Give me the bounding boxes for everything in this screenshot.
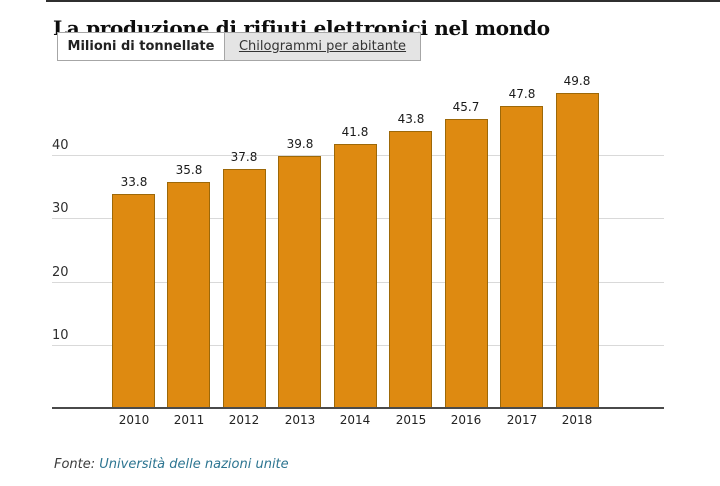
tab-milioni-di-tonnellate[interactable]: Milioni di tonnellate (58, 33, 224, 60)
tab-label: Chilogrammi per abitante (238, 39, 407, 54)
x-axis-tick-label: 2015 (395, 413, 427, 427)
source-link[interactable]: Università delle nazioni unite (99, 457, 289, 472)
y-axis-tick-label: 40 (52, 138, 69, 153)
x-axis-tick-label: 2017 (506, 413, 538, 427)
x-axis-tick-label: 2012 (228, 413, 260, 427)
bar-value-label: 33.8 (120, 175, 148, 189)
bar-2018 (556, 93, 599, 408)
source-line: Fonte: Università delle nazioni unite (54, 457, 289, 472)
bar-2010 (112, 194, 155, 408)
bar-2013 (278, 156, 321, 408)
x-axis-tick-label: 2013 (284, 413, 316, 427)
bar-2015 (389, 131, 432, 408)
y-axis-tick-label: 10 (52, 328, 69, 343)
bar-value-label: 45.7 (452, 100, 480, 114)
x-axis-tick-label: 2018 (561, 413, 593, 427)
bar-value-label: 35.8 (175, 163, 203, 177)
bar-2014 (334, 144, 377, 408)
x-axis-tick-label: 2016 (450, 413, 482, 427)
tab-label: Milioni di tonnellate (67, 39, 215, 54)
tab-chilogrammi-per-abitante[interactable]: Chilogrammi per abitante (224, 33, 420, 60)
bar-value-label: 39.8 (286, 137, 314, 151)
bar-value-label: 43.8 (397, 112, 425, 126)
bar-value-label: 47.8 (508, 87, 536, 101)
source-label: Fonte: (54, 457, 96, 472)
bar-value-label: 37.8 (230, 150, 258, 164)
bar-2016 (445, 119, 488, 408)
x-axis-tick-label: 2014 (339, 413, 371, 427)
bar-2012 (223, 169, 266, 408)
x-axis-tick-label: 2010 (118, 413, 150, 427)
x-axis-tick-label: 2011 (173, 413, 205, 427)
y-axis-tick-label: 20 (52, 265, 69, 280)
bar-2017 (500, 106, 543, 408)
bar-value-label: 49.8 (563, 74, 591, 88)
unit-tab-bar: Milioni di tonnellate Chilogrammi per ab… (57, 32, 421, 61)
x-axis-line (52, 407, 664, 409)
bar-2011 (167, 182, 210, 408)
top-divider (46, 0, 720, 2)
y-axis-tick-label: 30 (52, 201, 69, 216)
bar-value-label: 41.8 (341, 125, 369, 139)
